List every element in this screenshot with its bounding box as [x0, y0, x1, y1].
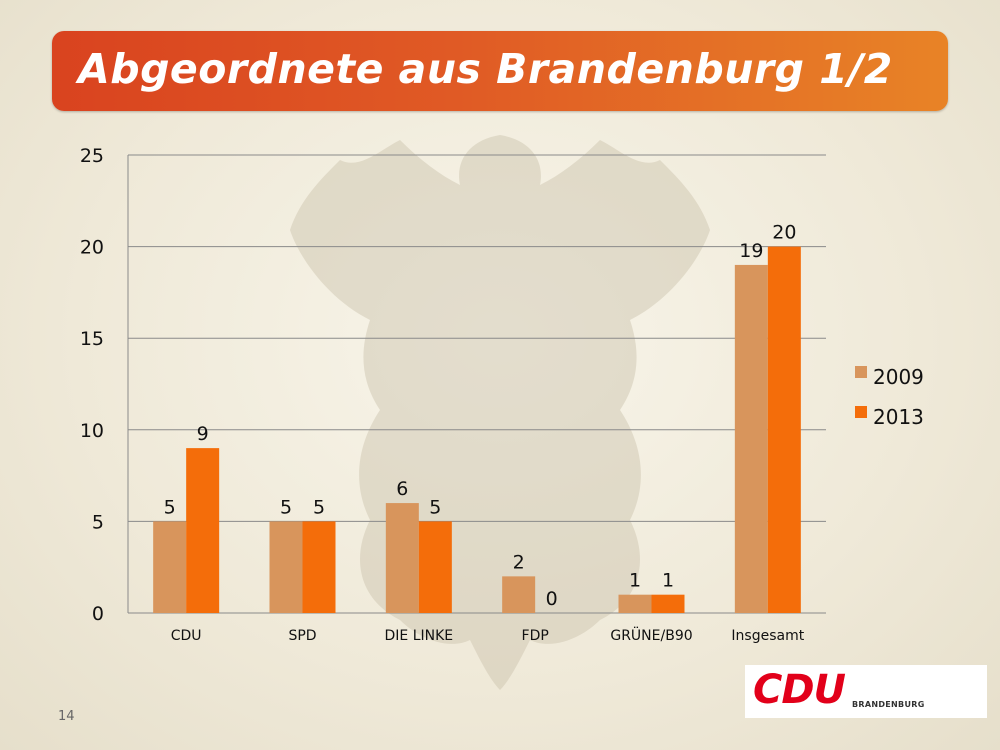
- data-label: 6: [396, 478, 408, 500]
- legend-label: 2009: [873, 365, 924, 389]
- title-bar: Abgeordnete aus Brandenburg 1/2: [52, 31, 948, 111]
- y-tick-label: 20: [80, 237, 104, 259]
- data-label: 2: [513, 551, 525, 573]
- logo-subtext: BRANDENBURG: [852, 700, 925, 709]
- data-label: 1: [662, 570, 674, 592]
- bar: [734, 264, 768, 613]
- category-label: DIE LINKE: [385, 628, 454, 644]
- bar: [502, 576, 536, 613]
- data-label: 1: [629, 570, 641, 592]
- legend-swatch: [855, 366, 867, 378]
- bar: [269, 521, 303, 613]
- bar: [302, 521, 336, 613]
- data-label: 5: [164, 496, 176, 518]
- slide-title: Abgeordnete aus Brandenburg 1/2: [78, 45, 893, 93]
- data-label: 0: [546, 588, 558, 610]
- bar: [153, 521, 187, 613]
- y-tick-label: 10: [80, 420, 104, 442]
- bar: [186, 448, 220, 613]
- data-label: 19: [739, 240, 763, 262]
- bar: [767, 246, 801, 613]
- legend-label: 2013: [873, 405, 924, 429]
- page-number: 14: [58, 709, 75, 724]
- data-label: 20: [772, 222, 796, 244]
- category-label: GRÜNE/B90: [610, 626, 692, 644]
- data-label: 5: [280, 496, 292, 518]
- category-label: Insgesamt: [731, 628, 804, 644]
- bar: [385, 503, 419, 613]
- bar: [418, 521, 452, 613]
- cdu-logo: CDU BRANDENBURG: [745, 665, 987, 718]
- y-tick-label: 5: [92, 511, 104, 533]
- y-tick-label: 25: [80, 145, 104, 167]
- y-tick-label: 15: [80, 328, 104, 350]
- data-label: 9: [197, 423, 209, 445]
- category-label: SPD: [288, 628, 316, 644]
- legend-swatch: [855, 406, 867, 418]
- bar: [618, 594, 652, 613]
- bar: [651, 594, 685, 613]
- data-label: 5: [429, 496, 441, 518]
- category-label: FDP: [522, 628, 549, 644]
- y-tick-label: 0: [92, 603, 104, 625]
- logo-text: CDU: [753, 667, 846, 713]
- category-label: CDU: [171, 628, 202, 644]
- data-label: 5: [313, 496, 325, 518]
